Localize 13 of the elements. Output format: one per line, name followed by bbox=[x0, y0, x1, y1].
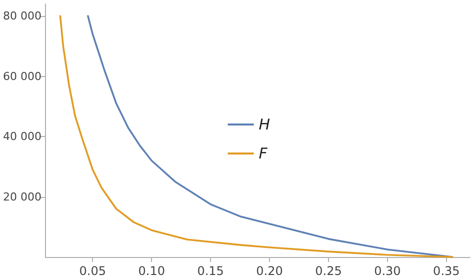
x-tick-label: 0.35 bbox=[433, 264, 460, 278]
x-tick-label: 0.05 bbox=[79, 264, 106, 278]
x-tick-label: 0.15 bbox=[197, 264, 224, 278]
legend-label: H bbox=[258, 116, 270, 134]
legend-label: F bbox=[258, 144, 268, 162]
x-tick-label: 0.30 bbox=[374, 264, 401, 278]
y-tick-label: 20 000 bbox=[2, 190, 42, 204]
y-tick-label: 60 000 bbox=[2, 70, 42, 83]
x-tick-label: 0.20 bbox=[256, 264, 283, 278]
x-tick-label: 0.10 bbox=[138, 264, 165, 278]
x-tick-label: 0.25 bbox=[315, 264, 342, 278]
y-tick-label: 80 000 bbox=[2, 10, 42, 23]
y-tick-label: 40 000 bbox=[2, 130, 42, 144]
